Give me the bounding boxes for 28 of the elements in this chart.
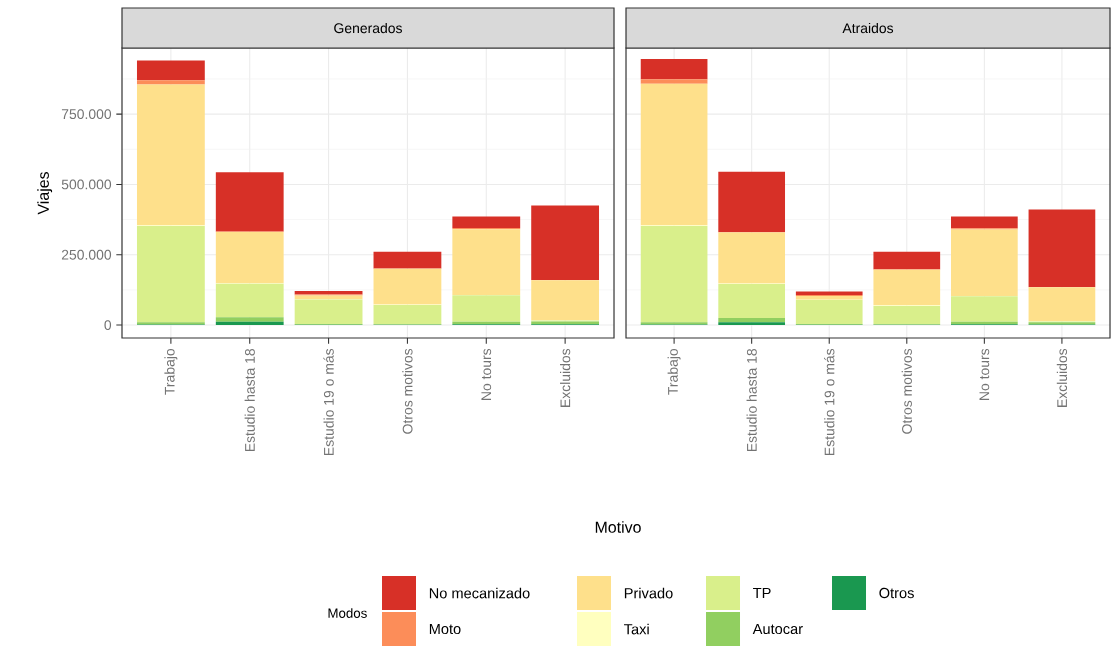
- legend-label: Taxi: [624, 623, 649, 635]
- x-tick-label: Excluidos: [560, 348, 571, 407]
- y-tick-label: 500.000: [61, 179, 112, 190]
- x-tick-label: No tours: [481, 348, 492, 400]
- x-axis-title: Motivo: [595, 521, 641, 533]
- legend-label: Privado: [624, 587, 673, 599]
- x-tick-label: Trabajo: [667, 348, 681, 395]
- legend-label: Moto: [429, 623, 461, 635]
- legend-title: Modos: [328, 608, 367, 618]
- chart-title: Atraidos: [842, 22, 894, 34]
- legend-label: Otros: [879, 587, 914, 599]
- x-tick-label: Excluidos: [1056, 348, 1068, 407]
- legend-label: Autocar: [752, 623, 803, 635]
- x-tick-label: Otros motivos: [402, 348, 413, 434]
- x-tick-label: Estudio 19 o más: [323, 348, 334, 455]
- x-tick-label: Estudio hasta 18: [244, 349, 255, 452]
- legend-label: No mecanizado: [429, 587, 530, 599]
- y-tick-label: 0: [104, 320, 112, 331]
- chart-title: Generados: [334, 22, 402, 34]
- y-tick-label: 750.000: [61, 109, 112, 120]
- x-tick-label: Otros motivos: [901, 348, 912, 434]
- y-tick-label: 250.000: [61, 249, 112, 260]
- x-tick-label: No tours: [979, 348, 990, 400]
- x-tick-label: Estudio 19 o más: [824, 348, 835, 455]
- legend-label: TP: [753, 587, 771, 599]
- x-tick-label: Trabajo: [164, 348, 178, 395]
- x-tick-label: Estudio hasta 18: [746, 349, 757, 452]
- y-axis-title: Viajes: [37, 172, 53, 215]
